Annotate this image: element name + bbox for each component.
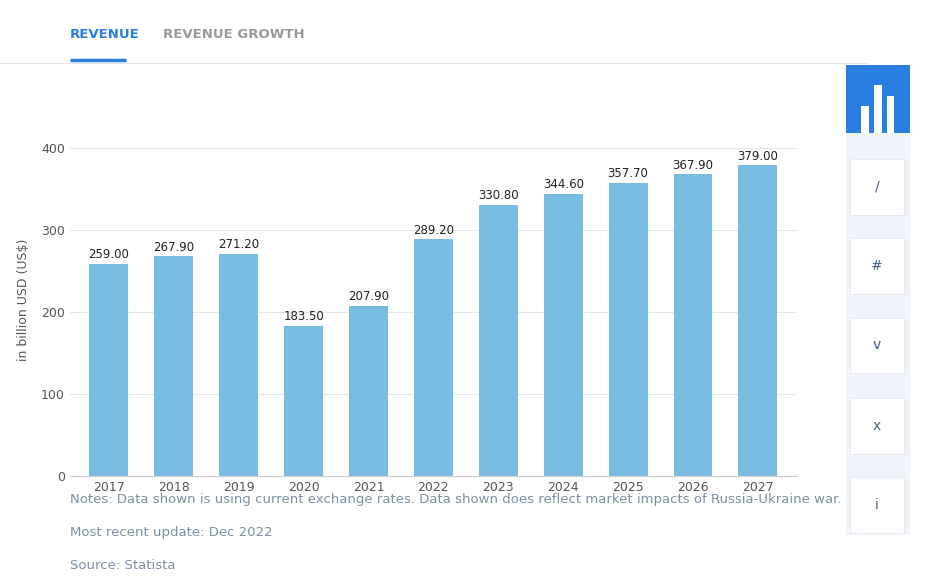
Text: 357.70: 357.70 <box>608 168 649 181</box>
Bar <box>284 326 323 476</box>
Text: 379.00: 379.00 <box>737 150 778 163</box>
Text: Most recent update: Dec 2022: Most recent update: Dec 2022 <box>70 526 272 539</box>
Bar <box>861 106 869 133</box>
Bar <box>674 175 712 476</box>
Text: Source: Statista: Source: Statista <box>70 559 175 572</box>
Y-axis label: in billion USD (US$): in billion USD (US$) <box>17 239 30 361</box>
Text: 367.90: 367.90 <box>673 159 714 172</box>
Bar <box>874 85 882 133</box>
Text: 183.50: 183.50 <box>283 310 324 323</box>
Text: 344.60: 344.60 <box>542 178 583 191</box>
Text: Notes: Data shown is using current exchange rates. Data shown does reflect marke: Notes: Data shown is using current excha… <box>70 493 842 506</box>
Text: 289.20: 289.20 <box>413 223 454 236</box>
Text: v: v <box>873 339 881 352</box>
Text: REVENUE: REVENUE <box>70 28 140 41</box>
Text: i: i <box>875 499 879 512</box>
Bar <box>609 183 648 476</box>
Text: 271.20: 271.20 <box>218 238 259 251</box>
Bar <box>738 165 777 476</box>
Bar <box>219 254 258 476</box>
Text: /: / <box>875 180 879 193</box>
Text: REVENUE GROWTH: REVENUE GROWTH <box>163 28 305 41</box>
Bar <box>414 239 453 476</box>
Text: x: x <box>873 419 881 433</box>
Text: 267.90: 267.90 <box>153 241 194 254</box>
Text: 207.90: 207.90 <box>348 290 389 303</box>
Text: 259.00: 259.00 <box>89 248 130 261</box>
Bar <box>543 193 582 476</box>
Bar <box>155 256 193 476</box>
Bar <box>479 205 518 476</box>
Text: 330.80: 330.80 <box>478 189 518 202</box>
Bar <box>887 96 895 133</box>
Text: #: # <box>871 259 883 273</box>
Bar <box>349 306 388 476</box>
Bar <box>89 264 129 476</box>
